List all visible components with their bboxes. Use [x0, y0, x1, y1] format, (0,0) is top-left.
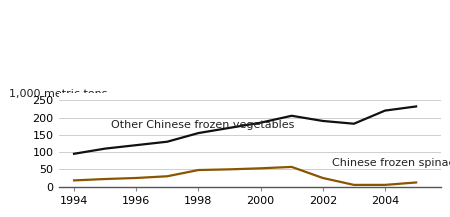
Text: Source:  World Trade Atlas.: Source: World Trade Atlas.	[9, 201, 149, 211]
Text: Chinese frozen spinach exports to Japan lag while other frozen
vegetable exports: Chinese frozen spinach exports to Japan …	[9, 25, 450, 55]
Text: Chinese frozen spinach: Chinese frozen spinach	[332, 158, 450, 168]
Text: 1,000 metric tons: 1,000 metric tons	[9, 89, 108, 99]
Text: Other Chinese frozen vegetables: Other Chinese frozen vegetables	[111, 120, 295, 130]
